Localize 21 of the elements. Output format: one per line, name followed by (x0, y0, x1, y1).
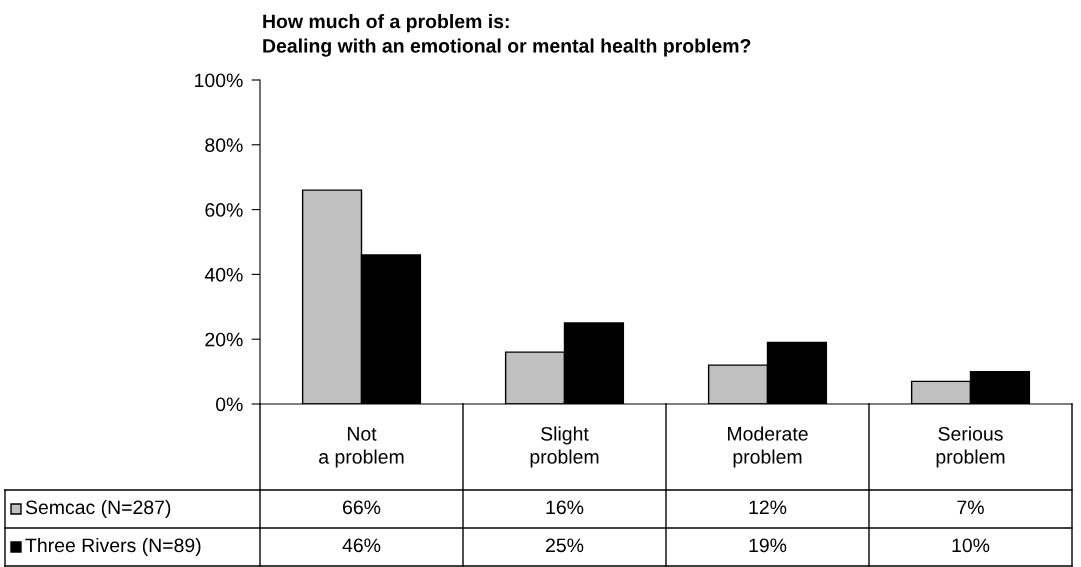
legend-label: Three Rivers (N=89) (25, 537, 201, 557)
data-label: 46% (342, 538, 381, 553)
y-tick-label: 100% (195, 73, 243, 88)
data-label: 16% (546, 500, 584, 515)
data-label: 25% (546, 538, 584, 553)
legend-label: Semcac (N=287) (25, 499, 171, 519)
y-tick-label: 80% (205, 138, 243, 153)
y-tick-label: 0% (215, 397, 243, 412)
x-tick-label: Moderate problem (728, 426, 808, 468)
y-tick-label: 60% (205, 203, 243, 217)
data-label: 10% (952, 538, 990, 553)
chart-title: How much of a problem is: Dealing with an emotional or mental health problem? (263, 14, 751, 57)
x-tick-label: Serious problem (936, 426, 1005, 468)
x-tick-label: Not a problem (319, 427, 404, 468)
y-tick-label: 40% (204, 267, 243, 282)
data-label: 12% (749, 500, 787, 515)
x-tick-label: Slight problem (530, 426, 599, 468)
y-tick-label: 20% (205, 332, 243, 347)
data-label: 7% (957, 500, 984, 515)
data-label: 19% (749, 538, 787, 553)
data-label: 66% (343, 500, 381, 515)
